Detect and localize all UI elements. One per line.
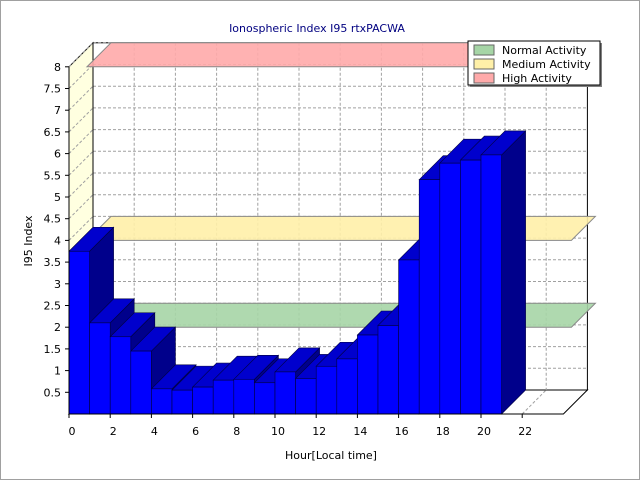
y-tick-label: 5 (54, 191, 61, 204)
legend-swatch (473, 72, 495, 84)
side-gridline (68, 107, 94, 133)
bar (68, 250, 90, 415)
bar-side (501, 130, 526, 415)
bar (233, 378, 255, 415)
y-tick-label: 7 (54, 104, 61, 117)
legend-label: Medium Activity (502, 58, 591, 71)
x-tick-label: 10 (271, 425, 285, 438)
y-tick-label: 4 (54, 234, 61, 247)
legend-swatch (473, 58, 495, 70)
bar (357, 334, 379, 415)
legend-swatch (473, 44, 495, 56)
bar (295, 378, 317, 415)
side-gridline (68, 85, 94, 111)
y-tick-label: 2.5 (44, 300, 62, 313)
y-axis-label: I95 Index (22, 215, 35, 267)
x-tick-label: 12 (312, 425, 326, 438)
bar (418, 179, 441, 415)
bar (439, 162, 461, 415)
bar (480, 154, 502, 415)
chart-title: Ionospheric Index I95 rtxPACWA (229, 22, 405, 35)
y-tick-label: 1 (54, 365, 61, 378)
legend-label: High Activity (502, 72, 572, 85)
bar (89, 322, 111, 415)
legend-label: Normal Activity (502, 44, 587, 57)
bar (109, 336, 132, 415)
y-tick-label: 5.5 (44, 169, 62, 182)
x-tick-label: 2 (110, 425, 117, 438)
bar (460, 159, 482, 415)
y-tick-label: 6.5 (44, 126, 62, 139)
x-tick-label: 18 (436, 425, 450, 438)
bar (130, 350, 152, 415)
y-tick-label: 6 (54, 148, 61, 161)
bar (254, 382, 276, 415)
x-tick-label: 0 (69, 425, 76, 438)
x-tick-label: 16 (395, 425, 409, 438)
side-gridline (68, 216, 94, 241)
x-tick-label: 6 (192, 425, 199, 438)
bar (192, 386, 214, 415)
y-tick-label: 4.5 (44, 213, 62, 226)
x-tick-label: 14 (353, 425, 367, 438)
side-gridline (68, 64, 94, 89)
y-tick-label: 7.5 (44, 83, 62, 96)
bar (171, 389, 193, 415)
y-tick-label: 2 (54, 321, 61, 334)
x-tick-label: 4 (151, 425, 158, 438)
y-tick-label: 3.5 (44, 256, 62, 269)
x-tick-label: 8 (233, 425, 240, 438)
x-tick-label: 20 (477, 425, 491, 438)
side-gridline (68, 42, 94, 68)
bar (212, 379, 235, 415)
y-tick-label: 8 (54, 61, 61, 74)
bar (377, 325, 399, 415)
side-gridline (68, 194, 94, 220)
side-gridline (68, 129, 94, 154)
bar (336, 358, 358, 415)
x-tick-label: 22 (518, 425, 532, 438)
bar (151, 388, 173, 415)
side-gridline (68, 150, 94, 176)
bar (274, 371, 296, 415)
bar (398, 259, 420, 415)
floor-gridline (521, 389, 547, 415)
y-tick-label: 1.5 (44, 343, 62, 356)
bar (315, 365, 338, 415)
x-axis-label: Hour[Local time] (285, 449, 377, 462)
y-tick-label: 0.5 (44, 386, 62, 399)
y-tick-label: 3 (54, 278, 61, 291)
side-gridline (68, 172, 94, 198)
